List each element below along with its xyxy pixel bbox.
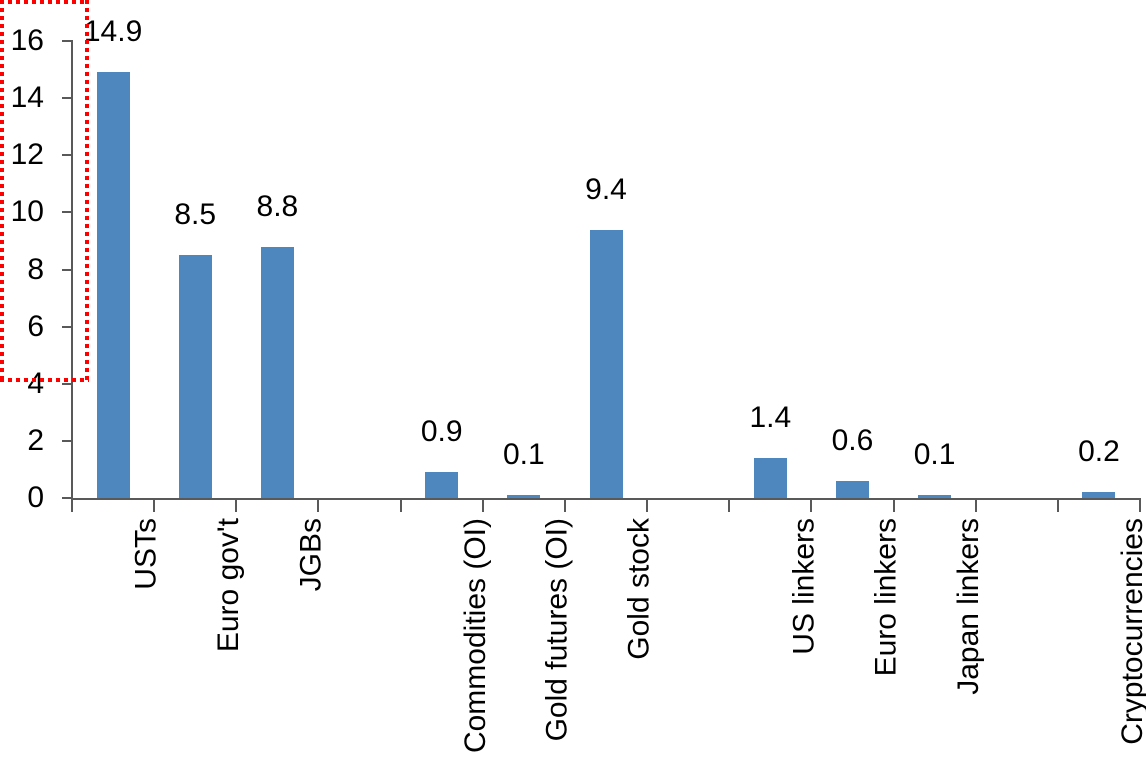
highlight-box-left xyxy=(0,0,4,382)
y-tick-label: 4 xyxy=(27,366,44,400)
bar-value-label: 14.9 xyxy=(83,15,143,49)
y-axis-tick xyxy=(62,97,72,100)
bar-value-label: 8.8 xyxy=(256,189,299,223)
y-axis-tick xyxy=(62,382,72,385)
bar-value-label: 0.2 xyxy=(1078,435,1120,469)
y-axis-tick xyxy=(62,439,72,442)
x-category-label: Japan linkers xyxy=(951,518,985,695)
y-axis-tick xyxy=(62,325,72,328)
bar xyxy=(507,495,541,498)
x-axis-tick xyxy=(974,498,977,512)
bar xyxy=(96,72,130,498)
x-axis-tick xyxy=(71,498,73,512)
bar xyxy=(260,246,294,498)
y-tick-label: 6 xyxy=(27,309,44,343)
x-axis-tick xyxy=(892,498,895,512)
y-tick-label: 0 xyxy=(27,481,44,514)
bar xyxy=(589,229,623,498)
bar xyxy=(918,495,952,498)
x-category-label: JGBs xyxy=(294,518,328,592)
x-category-label: US linkers xyxy=(787,518,821,655)
highlight-box-bottom xyxy=(0,378,89,382)
x-category-label: Commodities (OI) xyxy=(458,518,492,754)
y-axis-tick xyxy=(62,154,72,157)
x-axis-line xyxy=(71,498,1140,500)
x-axis-tick xyxy=(235,498,238,512)
x-axis-tick xyxy=(646,498,649,512)
highlight-box xyxy=(0,0,89,382)
y-axis-tick xyxy=(62,268,72,271)
bar-value-label: 1.4 xyxy=(749,401,792,434)
x-category-label: Gold futures (OI) xyxy=(540,518,574,742)
bar xyxy=(1082,492,1116,498)
y-tick-label: 14 xyxy=(10,81,44,115)
x-axis-tick xyxy=(317,498,320,512)
x-category-label: Euro linkers xyxy=(869,518,903,677)
x-category-label: Gold stock xyxy=(623,518,656,660)
bar xyxy=(835,480,869,498)
x-axis-tick xyxy=(1056,498,1059,512)
x-category-label: Euro gov't xyxy=(212,518,246,653)
bar-value-label: 0.1 xyxy=(502,438,545,472)
bar-value-label: 8.5 xyxy=(174,198,217,232)
y-tick-label: 16 xyxy=(10,24,44,57)
x-axis-tick xyxy=(481,498,484,512)
y-tick-label: 12 xyxy=(10,138,44,172)
y-tick-label: 2 xyxy=(27,423,44,457)
x-axis-tick xyxy=(1139,498,1141,512)
y-tick-label: 10 xyxy=(10,195,44,229)
y-axis-line xyxy=(71,40,73,512)
x-category-label: USTs xyxy=(130,518,164,590)
x-axis-tick xyxy=(153,498,156,512)
x-axis-tick xyxy=(563,498,566,512)
bar-value-label: 0.9 xyxy=(420,415,463,449)
bar xyxy=(753,458,787,498)
highlight-box-right xyxy=(85,0,89,382)
bar xyxy=(425,472,459,498)
bar-value-label: 0.1 xyxy=(913,438,956,472)
highlight-box-top xyxy=(0,0,89,4)
y-tick-label: 8 xyxy=(27,252,44,286)
bar-value-label: 0.6 xyxy=(831,423,874,457)
x-axis-tick xyxy=(810,498,813,512)
bar xyxy=(178,255,212,498)
x-axis-tick xyxy=(399,498,402,512)
y-axis-tick xyxy=(62,40,72,42)
bar-value-label: 9.4 xyxy=(585,172,627,206)
x-axis-tick xyxy=(728,498,731,512)
x-category-label: Cryptocurrencies xyxy=(1115,518,1146,745)
y-axis-tick xyxy=(62,497,72,499)
y-axis-tick xyxy=(62,211,72,214)
